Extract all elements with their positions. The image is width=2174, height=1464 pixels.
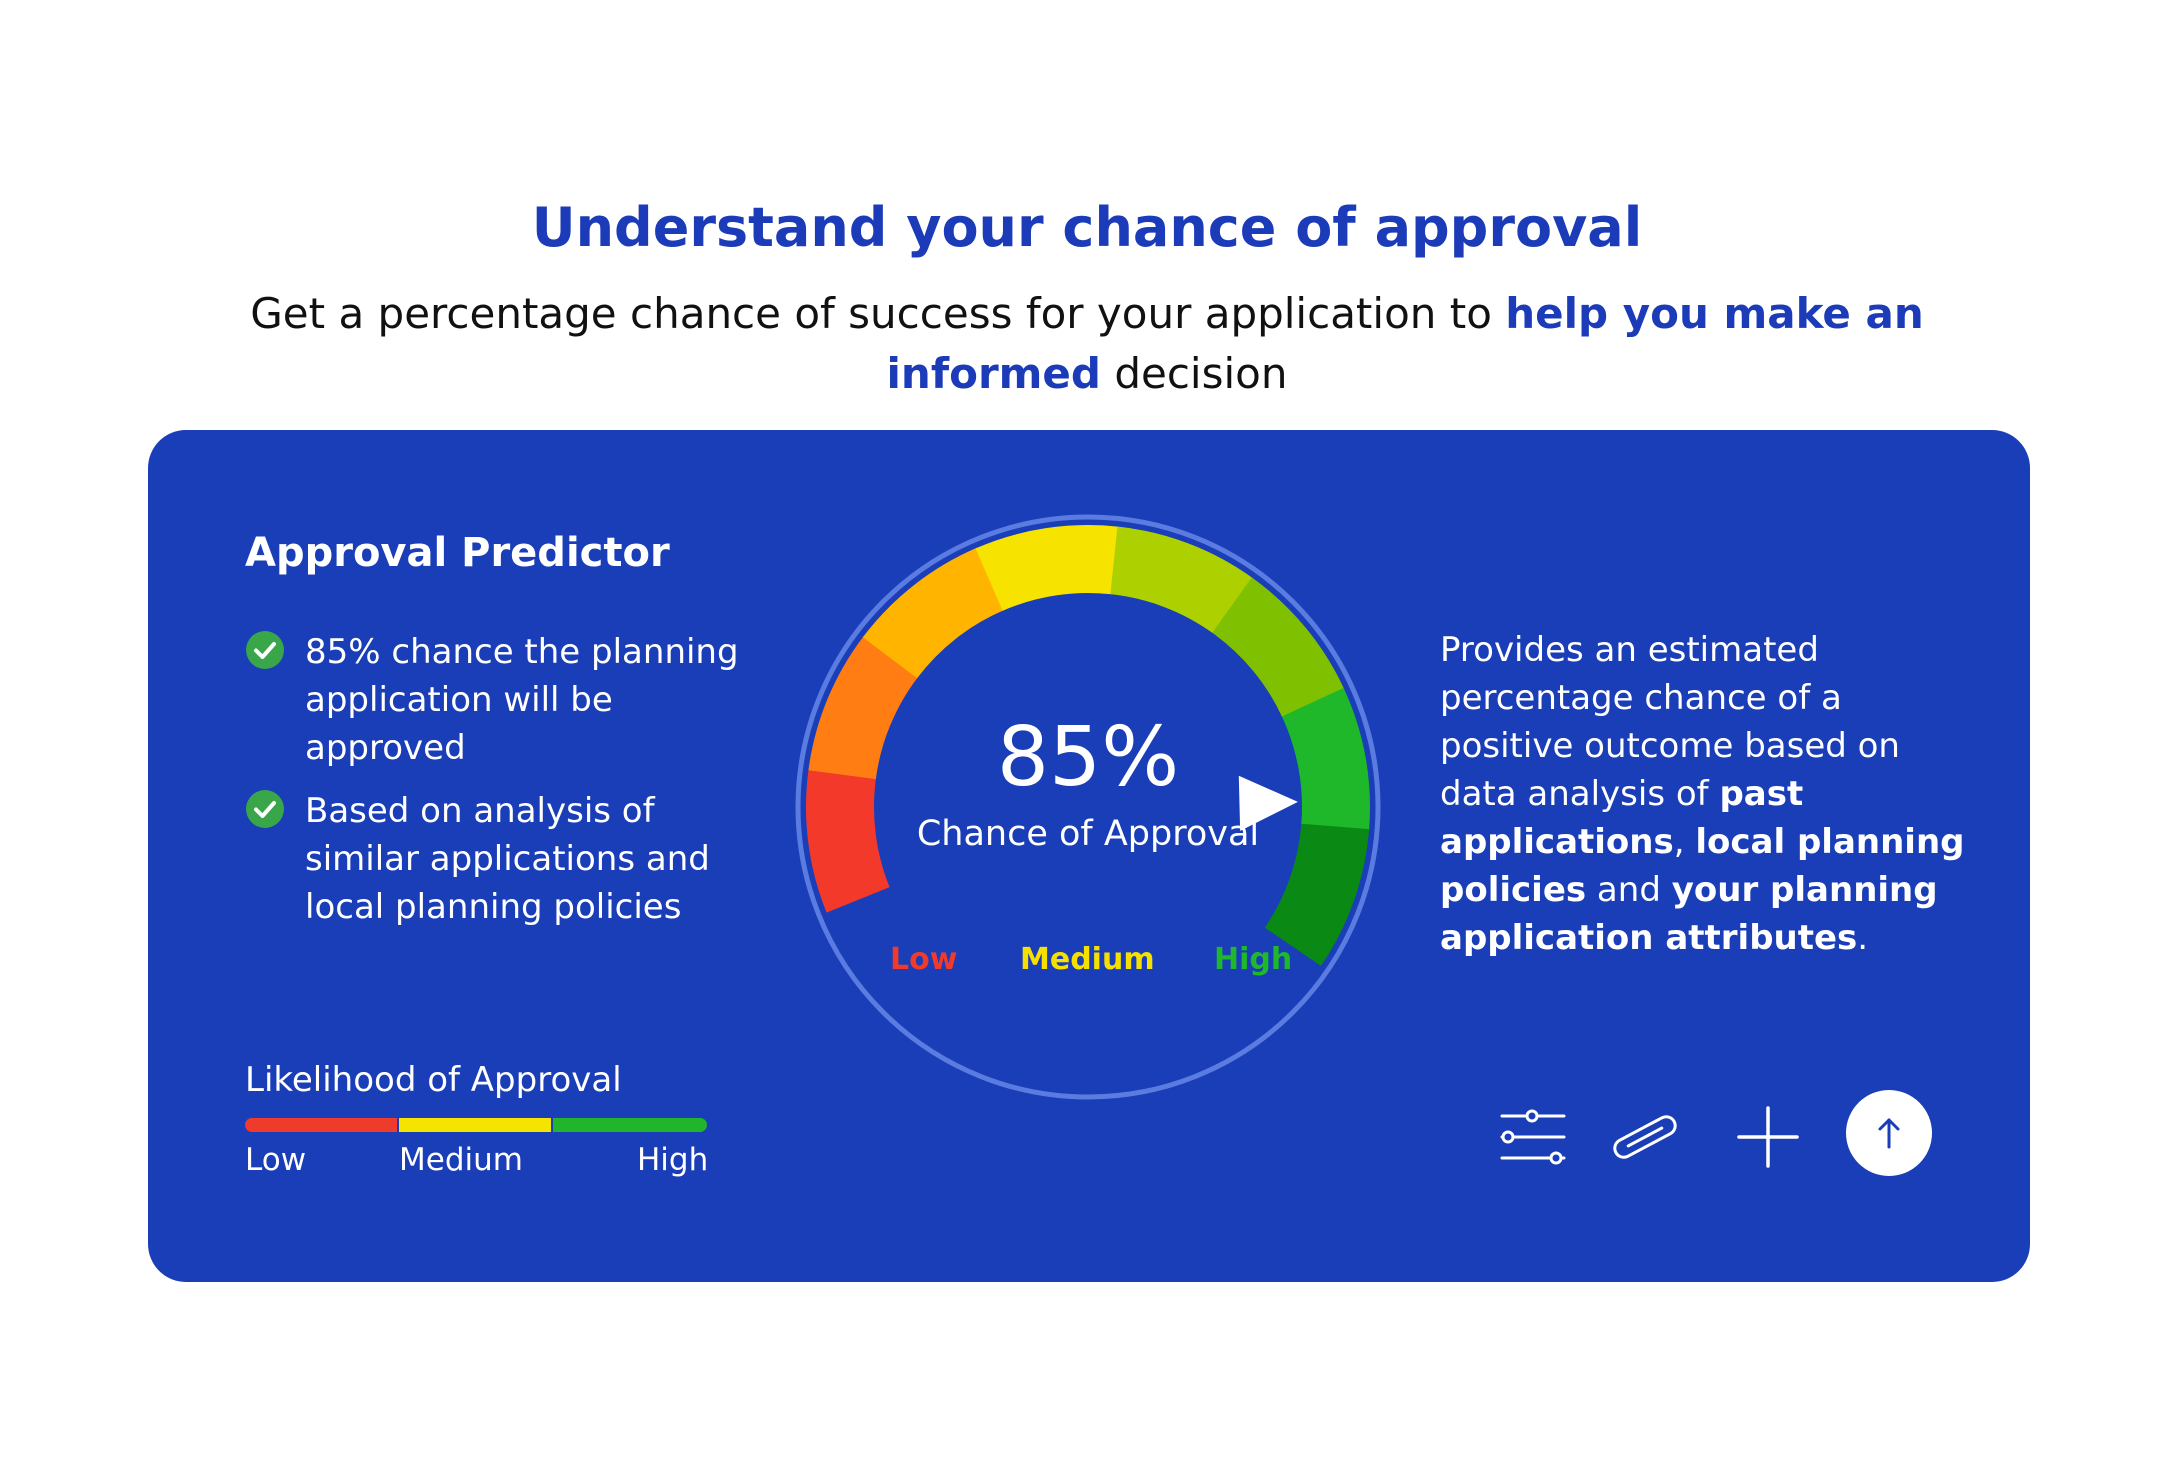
gauge-percent: 85% [996, 710, 1180, 805]
gauge-segment [1212, 577, 1345, 718]
description-bold-past: past applications [1440, 774, 1804, 862]
bullet-text: Based on analysis of similar application… [305, 791, 710, 927]
sliders-icon [1500, 1109, 1566, 1165]
subtitle-highlight: help you make an informed [886, 289, 1924, 398]
likelihood-seg-high [553, 1118, 707, 1132]
approval-gauge [795, 514, 1381, 1100]
arrow-up-icon [1878, 1118, 1900, 1149]
approval-predictor-card: Approval Predictor 85% chance the planni… [148, 430, 2030, 1282]
description-bold-attributes: your planning application attributes [1440, 870, 1938, 958]
add-button[interactable] [1733, 1102, 1803, 1172]
gauge-segment [862, 547, 1004, 679]
likelihood-title: Likelihood of Approval [245, 1060, 622, 1100]
description: Provides an estimated percentage chance … [1440, 626, 1970, 962]
gauge-segment [975, 525, 1119, 611]
page-title: Understand your chance of approval [531, 196, 1643, 259]
description-sep: and [1586, 870, 1672, 910]
gauge-caption: Chance of Approval [916, 814, 1260, 854]
gauge-pointer [1238, 775, 1298, 831]
check-circle-icon [246, 631, 284, 669]
description-sep: , [1673, 822, 1696, 862]
description-end: . [1857, 918, 1869, 958]
subtitle-end: decision [1100, 349, 1288, 398]
gauge-segment [806, 768, 890, 913]
settings-button[interactable] [1498, 1102, 1568, 1172]
card-title: Approval Predictor [245, 530, 670, 576]
likelihood-seg-low [245, 1118, 397, 1132]
paperclip-icon [1613, 1115, 1677, 1159]
likelihood-label-low: Low [245, 1142, 307, 1178]
submit-button[interactable] [1846, 1090, 1932, 1176]
check-circle-icon [246, 790, 284, 828]
gauge-segment [1264, 823, 1370, 966]
gauge-outer-ring [795, 514, 1381, 1100]
likelihood-bar [245, 1118, 707, 1132]
gauge-segment [808, 636, 918, 780]
subtitle-text: Get a percentage chance of success for y… [250, 289, 1506, 338]
likelihood-label-medium: Medium [399, 1142, 523, 1178]
likelihood-label-high: High [637, 1142, 709, 1178]
page-subtitle: Get a percentage chance of success for y… [150, 284, 2024, 404]
plus-icon [1737, 1106, 1799, 1168]
gauge-label-high: High [1214, 942, 1293, 977]
description-bold-policies: local planning policies [1440, 822, 1965, 910]
attach-button[interactable] [1610, 1102, 1680, 1172]
gauge-label-medium: Medium [1020, 942, 1155, 977]
gauge-segment [1281, 687, 1370, 831]
bullet-text: 85% chance the planning application will… [305, 632, 739, 768]
description-text: Provides an estimated percentage chance … [1440, 630, 1900, 814]
likelihood-seg-medium [399, 1118, 551, 1132]
gauge-label-low: Low [890, 942, 958, 977]
gauge-segment [1110, 526, 1253, 634]
